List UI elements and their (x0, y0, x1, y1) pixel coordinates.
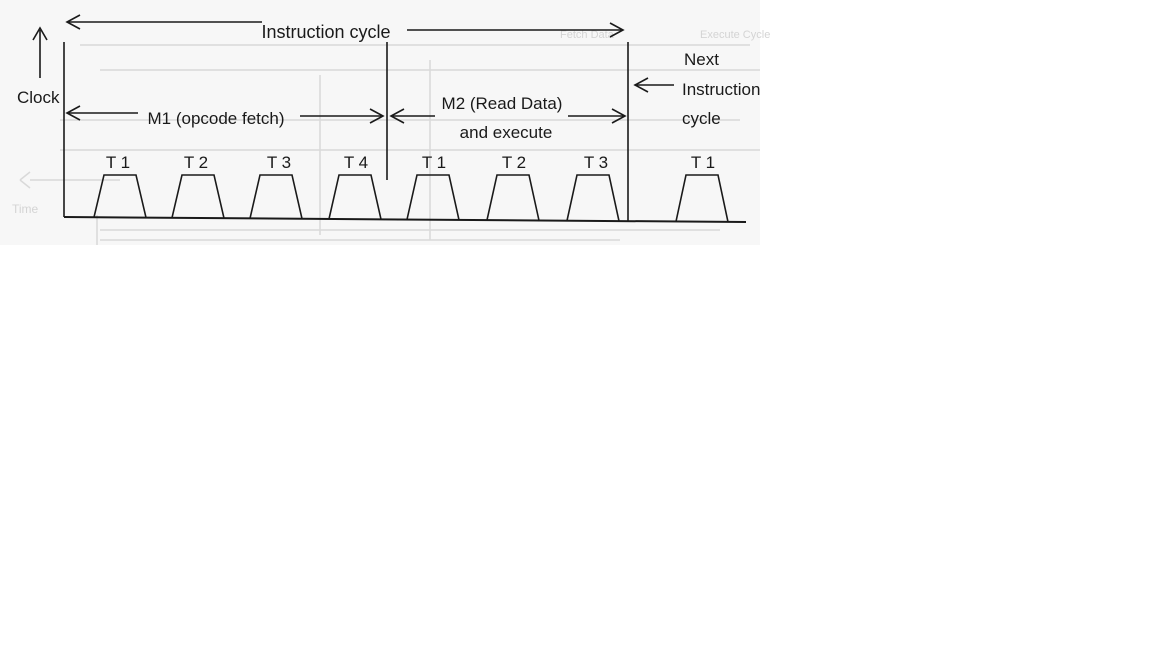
next-label-line2: Instruction (682, 80, 760, 99)
clock-up-arrow-icon (32, 26, 48, 78)
bleed-through-texture: Time Fetch Data Execute Cycle (12, 29, 770, 245)
t-state-label: T 4 (344, 153, 368, 172)
instruction-cycle-span-arrow (65, 14, 625, 38)
instruction-cycle-label: Instruction cycle (261, 22, 390, 42)
clock-pulse (566, 174, 620, 222)
t-state-label: T 2 (502, 153, 526, 172)
t-state-labels: T 1 T 2 T 3 T 4 T 1 T 2 T 3 T 1 (106, 153, 715, 172)
m2-span-arrow (389, 108, 627, 124)
time-axis (63, 216, 747, 223)
clock-pulse (675, 174, 729, 223)
clock-label: Clock (17, 88, 60, 107)
scan-background (0, 0, 760, 245)
m2-label-line1: M2 (Read Data) (442, 94, 563, 113)
next-cycle-arrow (633, 77, 674, 93)
clock-pulses (93, 174, 729, 223)
svg-text:Fetch Data: Fetch Data (560, 29, 615, 41)
t-state-label: T 3 (267, 153, 291, 172)
clock-pulse (93, 174, 147, 218)
m1-span-arrow (65, 105, 385, 124)
t-state-label: T 1 (106, 153, 130, 172)
m1-label: M1 (opcode fetch) (147, 109, 284, 128)
clock-pulse (486, 174, 540, 221)
t-state-label: T 3 (584, 153, 608, 172)
m2-label-line2: and execute (460, 123, 553, 142)
clock-pulse (249, 174, 303, 219)
clock-pulse (171, 174, 225, 219)
clock-pulse (328, 174, 382, 220)
t-state-label: T 2 (184, 153, 208, 172)
next-label-line1: Next (684, 50, 719, 69)
next-label-line3: cycle (682, 109, 721, 128)
clock-pulse (406, 174, 460, 221)
t-state-label: T 1 (691, 153, 715, 172)
svg-text:Execute Cycle: Execute Cycle (700, 29, 770, 41)
svg-text:Time: Time (12, 202, 39, 216)
t-state-label: T 1 (422, 153, 446, 172)
